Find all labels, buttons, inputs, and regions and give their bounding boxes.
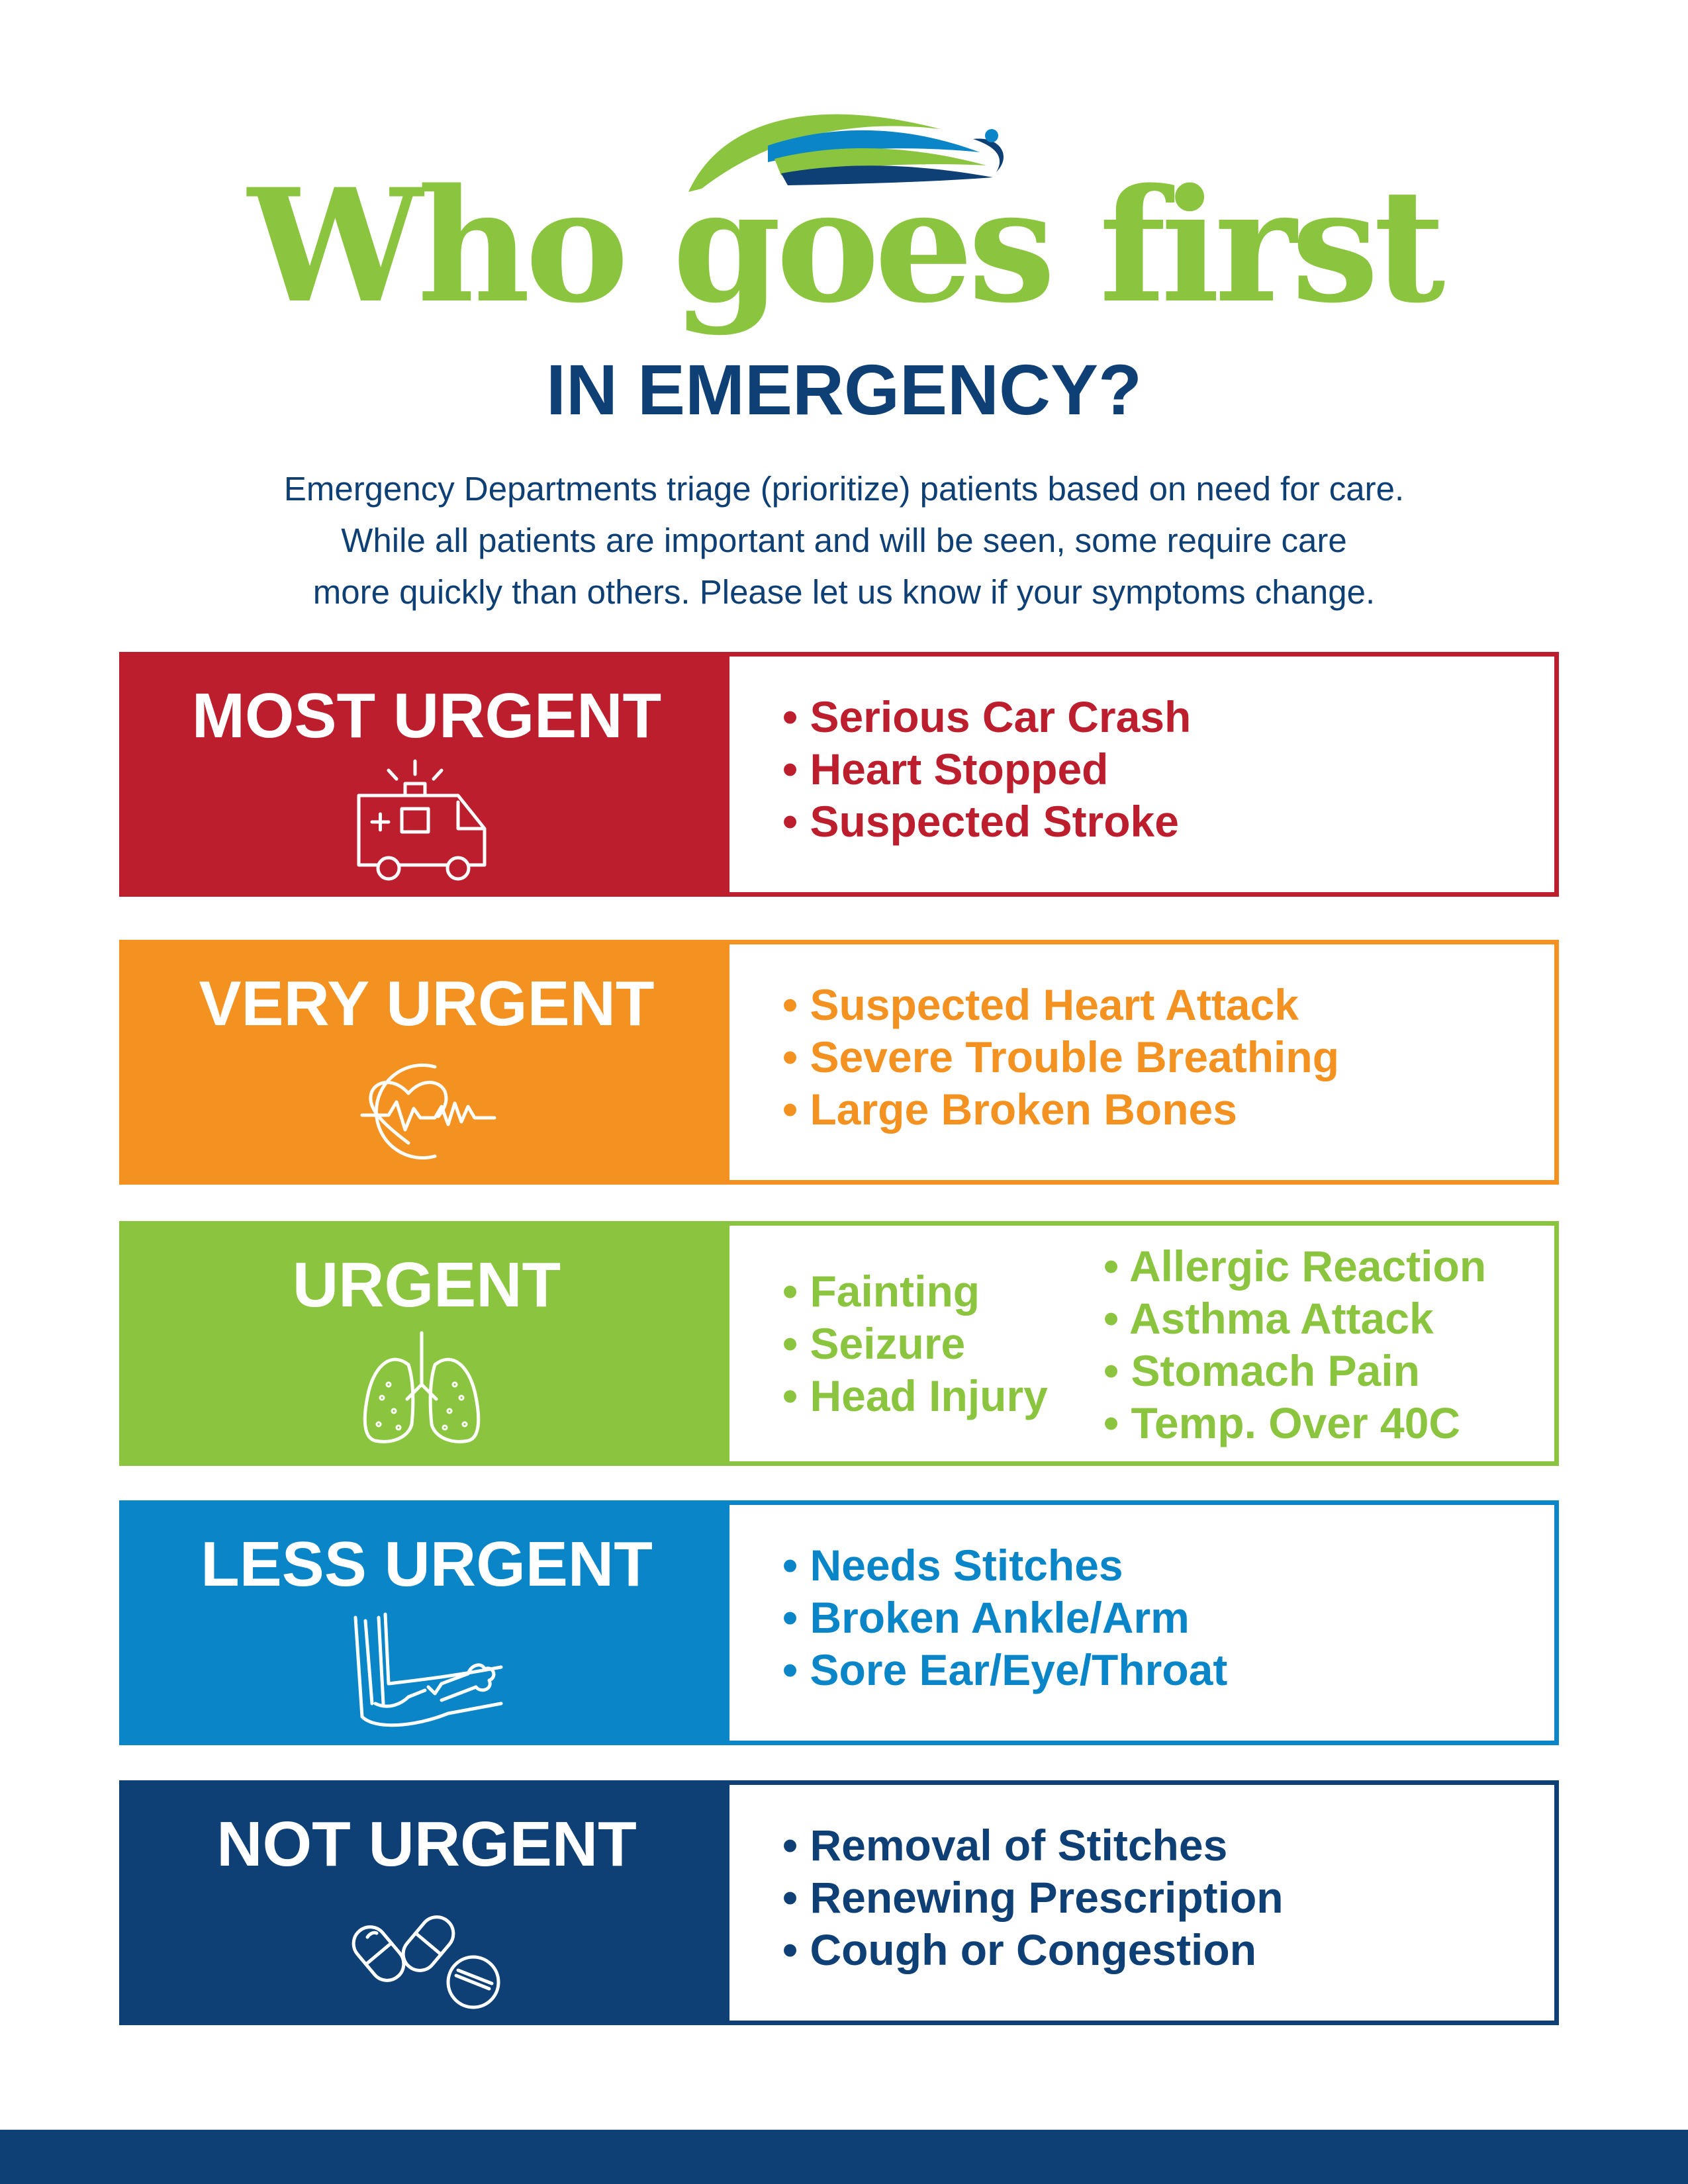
symptom-item: Fainting [782,1265,1048,1318]
symptom-item: Removal of Stitches [782,1819,1284,1872]
symptom-item: Needs Stitches [782,1539,1227,1592]
symptom-item: Renewing Prescription [782,1872,1283,1924]
category-label: URGENT [292,1250,561,1320]
heartbeat-icon [360,1064,496,1160]
symptom-item: Large Broken Bones [782,1083,1339,1136]
symptom-item: Temp. Over 40C [1103,1397,1486,1449]
category-panel: NOT URGENT [124,1785,729,2021]
symptom-list: Fainting Seizure Head Injury [782,1265,1048,1422]
symptom-list: Suspected Heart Attack Severe Trouble Br… [782,979,1339,1136]
triage-row-most-urgent: MOST URGENT Serious Car Crash Heart Stop… [119,652,1559,897]
page-title: Who goes first [248,155,1445,338]
triage-row-very-urgent: VERY URGENT Suspected Heart Attack Sever… [119,940,1559,1185]
symptom-list: Serious Car Crash Heart Stopped Suspecte… [782,691,1191,848]
symptom-item: Heart Stopped [782,743,1191,796]
symptom-item: Stomach Pain [1103,1345,1486,1397]
category-label: NOT URGENT [216,1809,637,1880]
symptom-item: Allergic Reaction [1103,1240,1486,1293]
leaf-wave-logo-icon [688,114,1004,192]
symptom-item: Broken Ankle/Arm [782,1592,1227,1644]
category-panel: MOST URGENT [124,657,729,892]
symptom-item: Cough or Congestion [782,1924,1284,1976]
broken-arm-icon [353,1612,503,1727]
intro-line: While all patients are important and wil… [341,522,1347,559]
category-panel: URGENT [124,1226,729,1461]
symptom-item: Head Injury [782,1370,1047,1422]
symptom-item: Suspected Stroke [782,796,1191,848]
symptom-item: Serious Car Crash [782,691,1191,743]
lungs-icon [363,1331,481,1443]
symptom-list: Removal of Stitches Renewing Prescriptio… [782,1819,1284,1976]
category-label: LESS URGENT [201,1529,653,1600]
category-panel: VERY URGENT [124,944,729,1180]
pills-icon [352,1915,500,2009]
symptom-item: Asthma Attack [1103,1293,1486,1345]
intro-text: Emergency Departments triage (prioritize… [116,463,1572,618]
triage-row-urgent: URGENT Fainting Seizure Head Injury Alle… [119,1221,1559,1466]
ambulance-icon [357,759,487,881]
symptom-item: Suspected Heart Attack [782,979,1339,1031]
symptom-list: Allergic Reaction Asthma Attack Stomach … [1103,1240,1486,1449]
footer-band [0,2130,1688,2184]
symptom-item: Severe Trouble Breathing [782,1031,1339,1083]
intro-line: Emergency Departments triage (prioritize… [283,470,1405,508]
triage-row-not-urgent: NOT URGENT Removal of Stitches Renewing … [119,1780,1559,2025]
intro-line: more quickly than others. Please let us … [312,573,1376,611]
symptom-list: Needs Stitches Broken Ankle/Arm Sore Ear… [782,1539,1227,1696]
category-label: MOST URGENT [191,680,662,751]
symptom-item: Seizure [782,1318,1048,1370]
page-subtitle: IN EMERGENCY? [545,349,1143,430]
symptom-item: Sore Ear/Eye/Throat [782,1644,1227,1696]
category-label: VERY URGENT [199,968,655,1039]
triage-row-less-urgent: LESS URGENT Needs Stitches Broken Ankle/… [119,1500,1559,1745]
category-panel: LESS URGENT [124,1505,729,1741]
